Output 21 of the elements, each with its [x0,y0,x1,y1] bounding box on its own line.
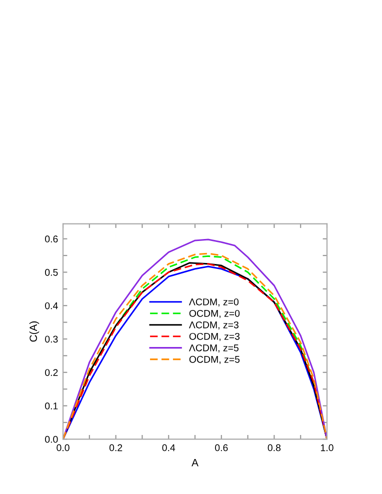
legend-label: OCDM, z=3 [189,332,240,341]
y-tick-label: 0.4 [45,302,58,310]
legend-label: ΛCDM, z=5 [188,344,239,352]
legend-label: ΛCDM, z=3 [188,321,238,330]
x-tick-label: 0.0 [56,444,70,452]
y-tick-label: 0.5 [45,268,58,276]
y-tick-label: 0.0 [45,436,58,443]
y-tick-label: 0.6 [45,236,58,242]
legend-label: OCDM, z=0 [189,310,240,318]
x-tick-label: 0.8 [268,444,281,452]
x-axis-title: A [192,459,198,466]
x-tick-label: 0.4 [162,444,176,452]
y-tick-label: 0.2 [45,369,58,376]
y-axis-title: C(A) [29,321,40,342]
x-tick-label: 0.2 [109,444,122,452]
y-tick-label: 0.3 [45,336,58,343]
y-tick-label: 0.1 [45,402,58,410]
x-tick-label: 1.0 [320,444,334,452]
legend-label: ΛCDM, z=0 [188,298,239,306]
x-tick-label: 0.6 [215,444,228,452]
legend-label: OCDM, z=5 [189,356,240,364]
